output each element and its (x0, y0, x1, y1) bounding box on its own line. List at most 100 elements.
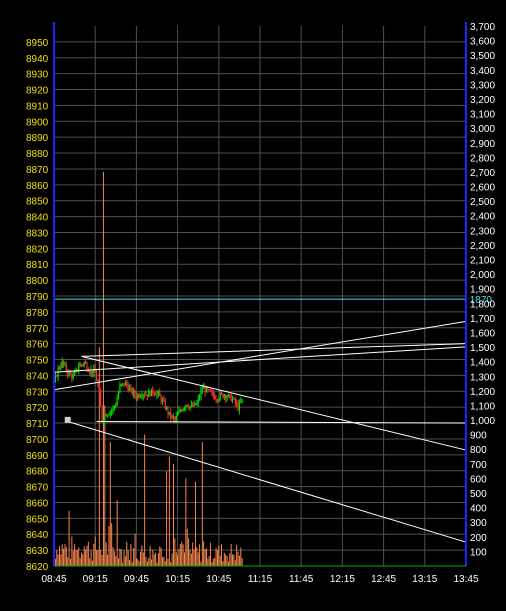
volume-bar (182, 544, 184, 566)
candle-body (208, 389, 210, 391)
volume-bar (175, 551, 177, 566)
candle-body (222, 393, 224, 398)
candle-body (212, 392, 214, 396)
right-tick-label: 800 (470, 445, 487, 456)
volume-bar (118, 558, 120, 566)
volume-bar (144, 434, 146, 566)
left-tick-label: 8830 (26, 228, 49, 239)
time-tick-label: 09:45 (124, 574, 149, 585)
candle-body (96, 371, 98, 381)
candle-body (210, 389, 212, 392)
volume-bar (64, 544, 66, 566)
candle-body (188, 406, 190, 409)
right-tick-label: 1,000 (470, 416, 495, 427)
volume-bar (86, 545, 88, 566)
left-tick-label: 8690 (26, 451, 49, 462)
left-tick-label: 8750 (26, 356, 49, 367)
candle-body (116, 398, 118, 406)
volume-bar (190, 553, 192, 566)
right-tick-label: 2,800 (470, 153, 495, 164)
candle-body (218, 399, 220, 401)
candle-body (108, 414, 110, 416)
candle-body (115, 405, 117, 407)
candle-body (141, 396, 143, 398)
trend-line-0 (53, 320, 467, 391)
candle-body (79, 364, 81, 367)
candle-body (185, 405, 187, 408)
volume-bar (134, 533, 136, 566)
left-tick-label: 8940 (26, 54, 49, 65)
volume-bar (87, 541, 89, 566)
right-tick-label: 3,100 (470, 110, 495, 121)
candle-body (130, 388, 132, 390)
trend-line-3 (67, 420, 467, 543)
volume-bar (177, 555, 179, 566)
right-tick-label: 900 (470, 431, 487, 442)
candle-body (87, 369, 89, 372)
volume-bar (72, 550, 74, 566)
volume-bar (240, 547, 242, 566)
volume-bar (151, 559, 152, 566)
candle-body (100, 391, 102, 407)
candle-body (215, 399, 217, 401)
candle-body (229, 394, 231, 396)
volume-bar (174, 538, 176, 566)
candle-body (138, 394, 140, 398)
volume-bar (218, 545, 220, 566)
volume-bar (96, 550, 98, 566)
candle-body (227, 394, 229, 397)
right-tick-label: 3,500 (470, 51, 495, 62)
left-tick-label: 8900 (26, 117, 49, 128)
volume-bar (120, 549, 122, 566)
left-tick-label: 8720 (26, 403, 49, 414)
candle-body (67, 370, 69, 375)
volume-bar (181, 541, 183, 566)
volume-bar (210, 542, 212, 566)
volume-bar (111, 523, 113, 566)
right-tick-label: 300 (470, 518, 487, 529)
volume-bar (148, 557, 150, 566)
right-tick-label: 3,400 (470, 66, 495, 77)
left-tick-label: 8790 (26, 292, 49, 303)
candle-body (131, 388, 133, 395)
candle-body (237, 403, 239, 410)
right-tick-label: 1,800 (470, 299, 495, 310)
candle-body (179, 410, 181, 412)
candle-body (207, 387, 209, 390)
time-tick-label: 12:15 (330, 574, 355, 585)
candle-body (216, 399, 218, 401)
volume-bar (178, 548, 180, 566)
candle-body (74, 371, 76, 376)
volume-bar (109, 441, 111, 566)
candle-body (157, 391, 159, 394)
right-tick-label: 100 (470, 547, 487, 558)
volume-bar (168, 456, 170, 566)
right-tick-label: 200 (470, 533, 487, 544)
candle-body (127, 385, 129, 391)
trend-line-2 (81, 355, 467, 451)
volume-bar (214, 557, 216, 566)
volume-bar (193, 549, 195, 566)
volume-bar (76, 550, 78, 566)
right-axis-ticks: 100 200 300 400 500 600 700 800 900 1,000 1,100 1,2… (470, 22, 495, 558)
candle-body (122, 383, 124, 385)
candle-body (201, 388, 203, 391)
volume-bar (79, 557, 81, 566)
volume-bar (89, 558, 91, 566)
candle-body (178, 410, 180, 414)
volume-bar (221, 544, 223, 566)
right-tick-label: 2,900 (470, 139, 495, 150)
volume-bar (78, 547, 80, 566)
volume-bars (53, 171, 243, 566)
left-tick-label: 8660 (26, 498, 49, 509)
candle-body (113, 406, 115, 408)
candle-body (170, 412, 172, 418)
candle-body (117, 392, 120, 399)
candle-body (193, 402, 195, 407)
candle-body (225, 395, 227, 399)
candle-body (145, 394, 147, 396)
candle-body (104, 415, 106, 421)
left-tick-label: 8840 (26, 213, 49, 224)
candle-body (192, 405, 194, 407)
volume-bar (227, 561, 229, 566)
